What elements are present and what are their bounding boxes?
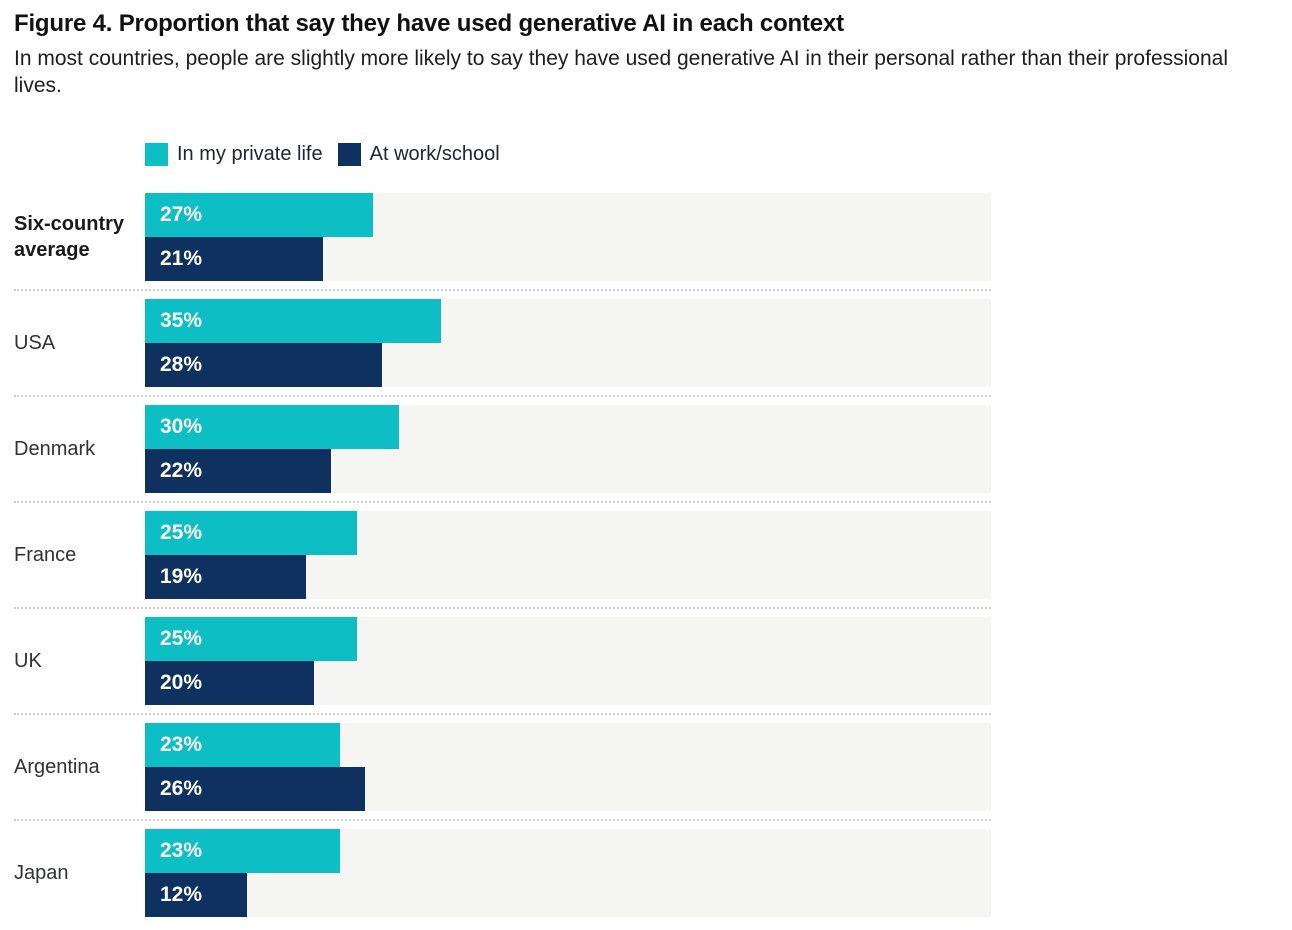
bar-pair: 25% 19% bbox=[145, 511, 991, 600]
bar-value-label: 27% bbox=[160, 203, 203, 227]
legend-item-private-life: In my private life bbox=[145, 143, 323, 167]
category-label: France bbox=[14, 544, 77, 567]
bar-fill: 20% bbox=[145, 661, 315, 706]
bar-value-label: 35% bbox=[160, 309, 203, 333]
bar-fill: 27% bbox=[145, 193, 374, 238]
bar-value-label: 19% bbox=[160, 565, 203, 589]
bar-value-label: 26% bbox=[160, 777, 203, 801]
bar-group: Six-country average 27% 21% bbox=[14, 185, 991, 292]
category-label: Six-country average bbox=[14, 213, 125, 262]
category-label: Denmark bbox=[14, 438, 96, 461]
bar-track: 12% bbox=[145, 873, 991, 918]
bar-fill: 26% bbox=[145, 767, 365, 812]
bar-track: 23% bbox=[145, 723, 991, 768]
bar-groups: Six-country average 27% 21% USA 35% bbox=[14, 185, 991, 918]
legend-label-private-life: In my private life bbox=[177, 143, 323, 166]
bar-fill: 25% bbox=[145, 617, 357, 662]
bar-value-label: 12% bbox=[160, 883, 203, 907]
bar-track: 22% bbox=[145, 449, 991, 494]
bar-fill: 19% bbox=[145, 555, 306, 600]
bar-group: Japan 23% 12% bbox=[14, 821, 991, 918]
figure-title: Figure 4. Proportion that say they have … bbox=[14, 10, 844, 37]
bar-value-label: 28% bbox=[160, 353, 203, 377]
chart-legend: In my private life At work/school bbox=[145, 143, 1278, 167]
bar-group: UK 25% 20% bbox=[14, 609, 991, 716]
bar-pair: 23% 26% bbox=[145, 723, 991, 812]
grouped-bar-chart: Six-country average 27% 21% USA 35% bbox=[14, 185, 991, 918]
bar-group: Argentina 23% 26% bbox=[14, 715, 991, 822]
bar-value-label: 30% bbox=[160, 415, 203, 439]
bar-fill: 22% bbox=[145, 449, 332, 494]
work-school-legend-swatch-icon bbox=[337, 143, 361, 167]
bar-track: 19% bbox=[145, 555, 991, 600]
bar-fill: 35% bbox=[145, 299, 442, 344]
bar-track: 25% bbox=[145, 617, 991, 662]
bar-fill: 25% bbox=[145, 511, 357, 556]
bar-value-label: 23% bbox=[160, 839, 203, 863]
bar-track: 21% bbox=[145, 237, 991, 282]
bar-track: 35% bbox=[145, 299, 991, 344]
bar-value-label: 25% bbox=[160, 627, 203, 651]
bar-track: 27% bbox=[145, 193, 991, 238]
bar-fill: 28% bbox=[145, 343, 382, 388]
bar-pair: 35% 28% bbox=[145, 299, 991, 388]
bar-group: USA 35% 28% bbox=[14, 291, 991, 398]
bar-group: Denmark 30% 22% bbox=[14, 397, 991, 504]
legend-label-work-school: At work/school bbox=[369, 143, 500, 166]
figure-subtitle: In most countries, people are slightly m… bbox=[14, 47, 1228, 98]
legend-item-work-school: At work/school bbox=[337, 143, 500, 167]
private-life-legend-swatch-icon bbox=[145, 143, 168, 167]
bar-fill: 23% bbox=[145, 723, 340, 768]
category-label: UK bbox=[14, 650, 42, 673]
bar-group: France 25% 19% bbox=[14, 503, 991, 610]
bar-track: 28% bbox=[145, 343, 991, 388]
bar-track: 25% bbox=[145, 511, 991, 556]
bar-track: 20% bbox=[145, 661, 991, 706]
category-label: Argentina bbox=[14, 756, 100, 779]
bar-value-label: 23% bbox=[160, 733, 203, 757]
bar-fill: 21% bbox=[145, 237, 323, 282]
bar-track: 30% bbox=[145, 405, 991, 450]
bar-track: 26% bbox=[145, 767, 991, 812]
bar-value-label: 25% bbox=[160, 521, 203, 545]
category-label: USA bbox=[14, 332, 56, 355]
bar-value-label: 20% bbox=[160, 671, 203, 695]
category-label: Japan bbox=[14, 862, 69, 885]
bar-fill: 23% bbox=[145, 829, 340, 874]
bar-pair: 27% 21% bbox=[145, 193, 991, 282]
bar-pair: 25% 20% bbox=[145, 617, 991, 706]
bar-pair: 23% 12% bbox=[145, 829, 991, 918]
bar-value-label: 22% bbox=[160, 459, 203, 483]
bar-fill: 30% bbox=[145, 405, 399, 450]
bar-track: 23% bbox=[145, 829, 991, 874]
bar-fill: 12% bbox=[145, 873, 247, 918]
bar-pair: 30% 22% bbox=[145, 405, 991, 494]
bar-value-label: 21% bbox=[160, 247, 203, 271]
